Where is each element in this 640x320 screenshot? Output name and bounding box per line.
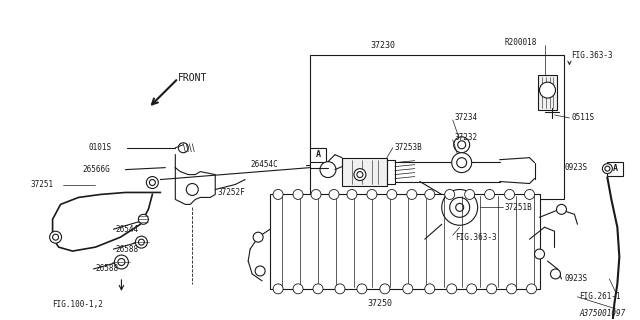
Circle shape xyxy=(329,189,339,199)
Circle shape xyxy=(255,266,265,276)
Text: 0511S: 0511S xyxy=(572,114,595,123)
Bar xyxy=(270,195,540,289)
Circle shape xyxy=(311,189,321,199)
Circle shape xyxy=(450,197,470,217)
Circle shape xyxy=(149,180,156,186)
Circle shape xyxy=(486,284,497,294)
Circle shape xyxy=(447,284,457,294)
Circle shape xyxy=(273,284,283,294)
Circle shape xyxy=(525,189,534,199)
Circle shape xyxy=(507,284,516,294)
Circle shape xyxy=(602,164,612,173)
Bar xyxy=(607,162,623,176)
Text: 0923S: 0923S xyxy=(564,275,588,284)
Circle shape xyxy=(527,284,536,294)
Circle shape xyxy=(347,189,357,199)
Circle shape xyxy=(452,153,472,172)
Circle shape xyxy=(504,189,515,199)
Circle shape xyxy=(425,189,435,199)
Text: 26566G: 26566G xyxy=(83,165,110,174)
Circle shape xyxy=(354,169,366,180)
Text: FIG.261-1: FIG.261-1 xyxy=(579,292,621,301)
Circle shape xyxy=(407,189,417,199)
Circle shape xyxy=(138,239,145,245)
Text: FIG.363-3: FIG.363-3 xyxy=(454,233,497,242)
Circle shape xyxy=(136,236,147,248)
Text: 37232: 37232 xyxy=(454,133,478,142)
Text: 37253B: 37253B xyxy=(395,143,422,152)
Circle shape xyxy=(465,189,475,199)
Text: 37252F: 37252F xyxy=(217,188,245,197)
Circle shape xyxy=(118,259,125,266)
Text: 0101S: 0101S xyxy=(88,143,111,152)
Circle shape xyxy=(253,232,263,242)
Text: 37230: 37230 xyxy=(370,41,395,50)
Text: 37251B: 37251B xyxy=(504,203,532,212)
Bar xyxy=(342,158,387,186)
Circle shape xyxy=(293,189,303,199)
Circle shape xyxy=(457,158,467,168)
Circle shape xyxy=(540,82,556,98)
Bar xyxy=(310,148,326,162)
Text: 37250: 37250 xyxy=(367,299,392,308)
Circle shape xyxy=(605,166,610,171)
Circle shape xyxy=(357,172,363,178)
Text: 37251: 37251 xyxy=(31,180,54,189)
Circle shape xyxy=(445,189,454,199)
Circle shape xyxy=(387,189,397,199)
Text: 0923S: 0923S xyxy=(564,163,588,172)
Bar xyxy=(538,75,557,110)
Circle shape xyxy=(138,214,148,224)
Circle shape xyxy=(458,141,466,149)
Circle shape xyxy=(442,189,477,225)
Circle shape xyxy=(49,231,61,243)
Bar xyxy=(310,55,564,199)
Text: A375001097: A375001097 xyxy=(579,309,626,318)
Circle shape xyxy=(293,284,303,294)
Circle shape xyxy=(534,249,545,259)
Text: 37234: 37234 xyxy=(454,114,478,123)
Text: A: A xyxy=(316,150,321,159)
Circle shape xyxy=(425,284,435,294)
Text: 26588: 26588 xyxy=(115,244,139,254)
Circle shape xyxy=(313,284,323,294)
Text: 26544: 26544 xyxy=(115,225,139,234)
Text: FIG.363-3: FIG.363-3 xyxy=(572,51,613,60)
Text: A: A xyxy=(613,164,618,173)
Circle shape xyxy=(147,177,158,188)
Circle shape xyxy=(456,204,464,211)
Circle shape xyxy=(320,162,336,178)
Text: R200018: R200018 xyxy=(504,38,537,47)
Circle shape xyxy=(357,284,367,294)
Circle shape xyxy=(557,204,566,214)
Circle shape xyxy=(52,234,59,240)
Circle shape xyxy=(115,255,129,269)
Circle shape xyxy=(186,184,198,196)
Circle shape xyxy=(335,284,345,294)
Text: 26454C: 26454C xyxy=(250,160,278,169)
Circle shape xyxy=(403,284,413,294)
Circle shape xyxy=(367,189,377,199)
Circle shape xyxy=(380,284,390,294)
Circle shape xyxy=(484,189,495,199)
Circle shape xyxy=(467,284,477,294)
Text: FRONT: FRONT xyxy=(179,73,208,83)
Text: FIG.100-1,2: FIG.100-1,2 xyxy=(52,300,104,309)
Circle shape xyxy=(454,137,470,153)
Circle shape xyxy=(550,269,561,279)
Circle shape xyxy=(273,189,283,199)
Text: 26588: 26588 xyxy=(95,264,118,274)
Circle shape xyxy=(179,143,188,153)
